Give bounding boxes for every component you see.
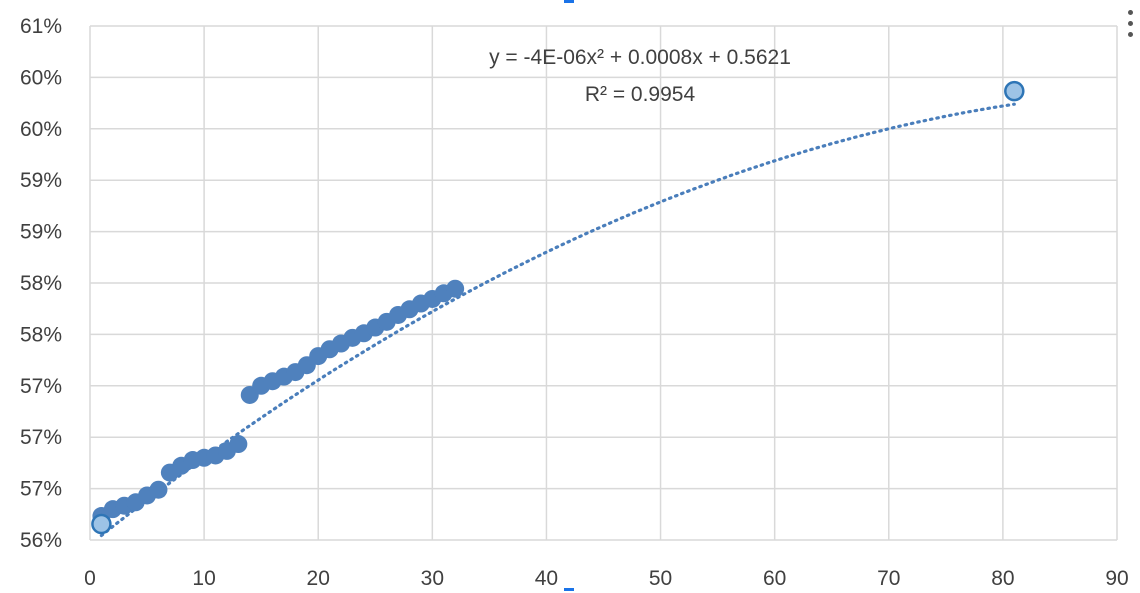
y-tick-label: 60%: [20, 66, 62, 89]
trendline-equation: y = -4E-06x² + 0.0008x + 0.5621: [489, 46, 791, 69]
y-tick-label: 59%: [20, 221, 62, 244]
trendline: [99, 102, 1016, 538]
x-tick-label: 20: [307, 567, 330, 590]
x-tick-label: 70: [877, 567, 900, 590]
more-options-icon[interactable]: [1126, 10, 1134, 44]
x-tick-label: 80: [991, 567, 1014, 590]
x-tick-label: 60: [763, 567, 786, 590]
selection-handle-bottom[interactable]: [564, 588, 574, 591]
x-tick-label: 50: [649, 567, 672, 590]
trendline-r-squared: R² = 0.9954: [585, 83, 696, 106]
y-tick-label: 59%: [20, 169, 62, 192]
y-axis-labels: 56% 57% 57% 57% 58% 58% 59% 59% 60% 60% 61%: [20, 15, 62, 552]
x-tick-label: 10: [192, 567, 215, 590]
y-tick-label: 57%: [20, 426, 62, 449]
y-tick-label: 61%: [20, 15, 62, 38]
x-axis-labels: 0 10 20 30 40 50 60 70 80 90: [84, 567, 1129, 590]
selection-handle-top[interactable]: [564, 0, 574, 3]
points-layer[interactable]: [91, 80, 1025, 535]
data-point[interactable]: [149, 480, 168, 499]
y-tick-label: 57%: [20, 478, 62, 501]
x-tick-label: 40: [535, 567, 558, 590]
y-tick-label: 58%: [20, 272, 62, 295]
x-tick-label: 90: [1105, 567, 1128, 590]
x-tick-label: 30: [421, 567, 444, 590]
y-tick-label: 57%: [20, 375, 62, 398]
highlighted-point[interactable]: [91, 513, 112, 535]
grid-lines: [89, 25, 1118, 541]
x-tick-label: 0: [84, 567, 96, 590]
y-tick-label: 56%: [20, 529, 62, 552]
highlighted-point[interactable]: [1004, 80, 1025, 102]
y-tick-label: 58%: [20, 323, 62, 346]
data-point[interactable]: [229, 435, 248, 454]
y-tick-label: 60%: [20, 118, 62, 141]
trendline-layer: [99, 102, 1016, 538]
data-point[interactable]: [446, 279, 465, 298]
